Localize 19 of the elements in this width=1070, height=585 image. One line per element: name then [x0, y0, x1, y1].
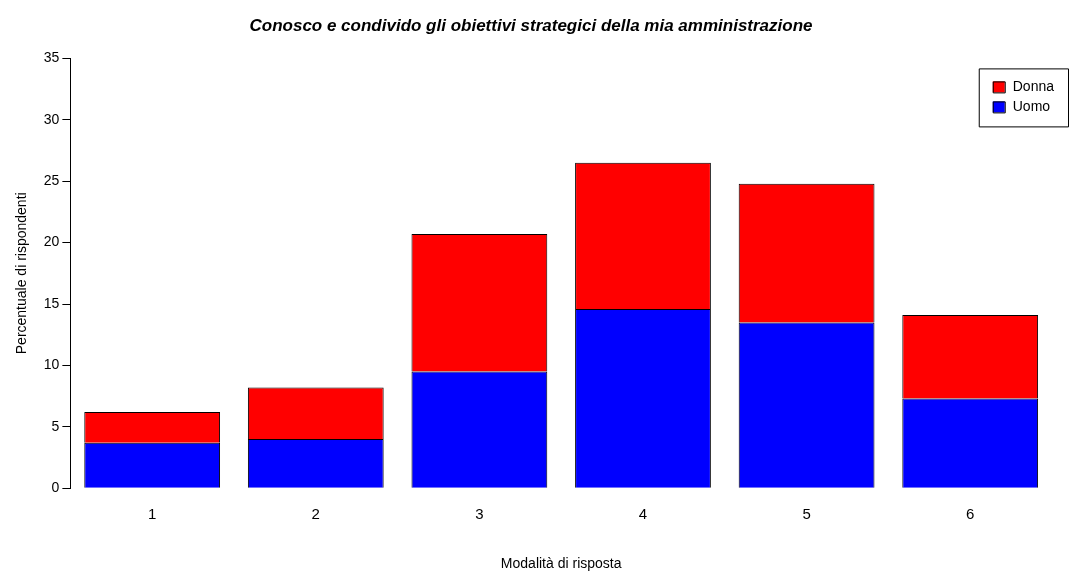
y-tick-label: 30	[43, 110, 60, 127]
x-tick-label: 6	[966, 505, 975, 523]
y-axis-title: Percentuale di rispondenti	[13, 192, 30, 355]
x-axis-title: Modalità di risposta	[500, 555, 622, 572]
y-tick-label: 25	[43, 172, 60, 189]
x-tick-label: 5	[802, 505, 811, 523]
legend-label: Uomo	[1012, 98, 1051, 115]
x-tick-label: 3	[475, 505, 484, 523]
x-tick-label: 2	[311, 505, 320, 523]
y-tick-label: 0	[51, 479, 60, 496]
y-tick-label: 20	[43, 233, 60, 250]
y-tick-label: 35	[43, 49, 60, 66]
y-tick-label: 15	[43, 294, 60, 311]
x-tick-label: 1	[148, 505, 157, 523]
y-tick-label: 10	[43, 356, 60, 373]
chart-title: Conosco e condivido gli obiettivi strategici della mia amministrazione	[249, 15, 813, 35]
x-tick-label: 4	[638, 505, 648, 523]
legend-label: Donna	[1012, 78, 1055, 95]
y-tick-label: 5	[51, 417, 60, 434]
